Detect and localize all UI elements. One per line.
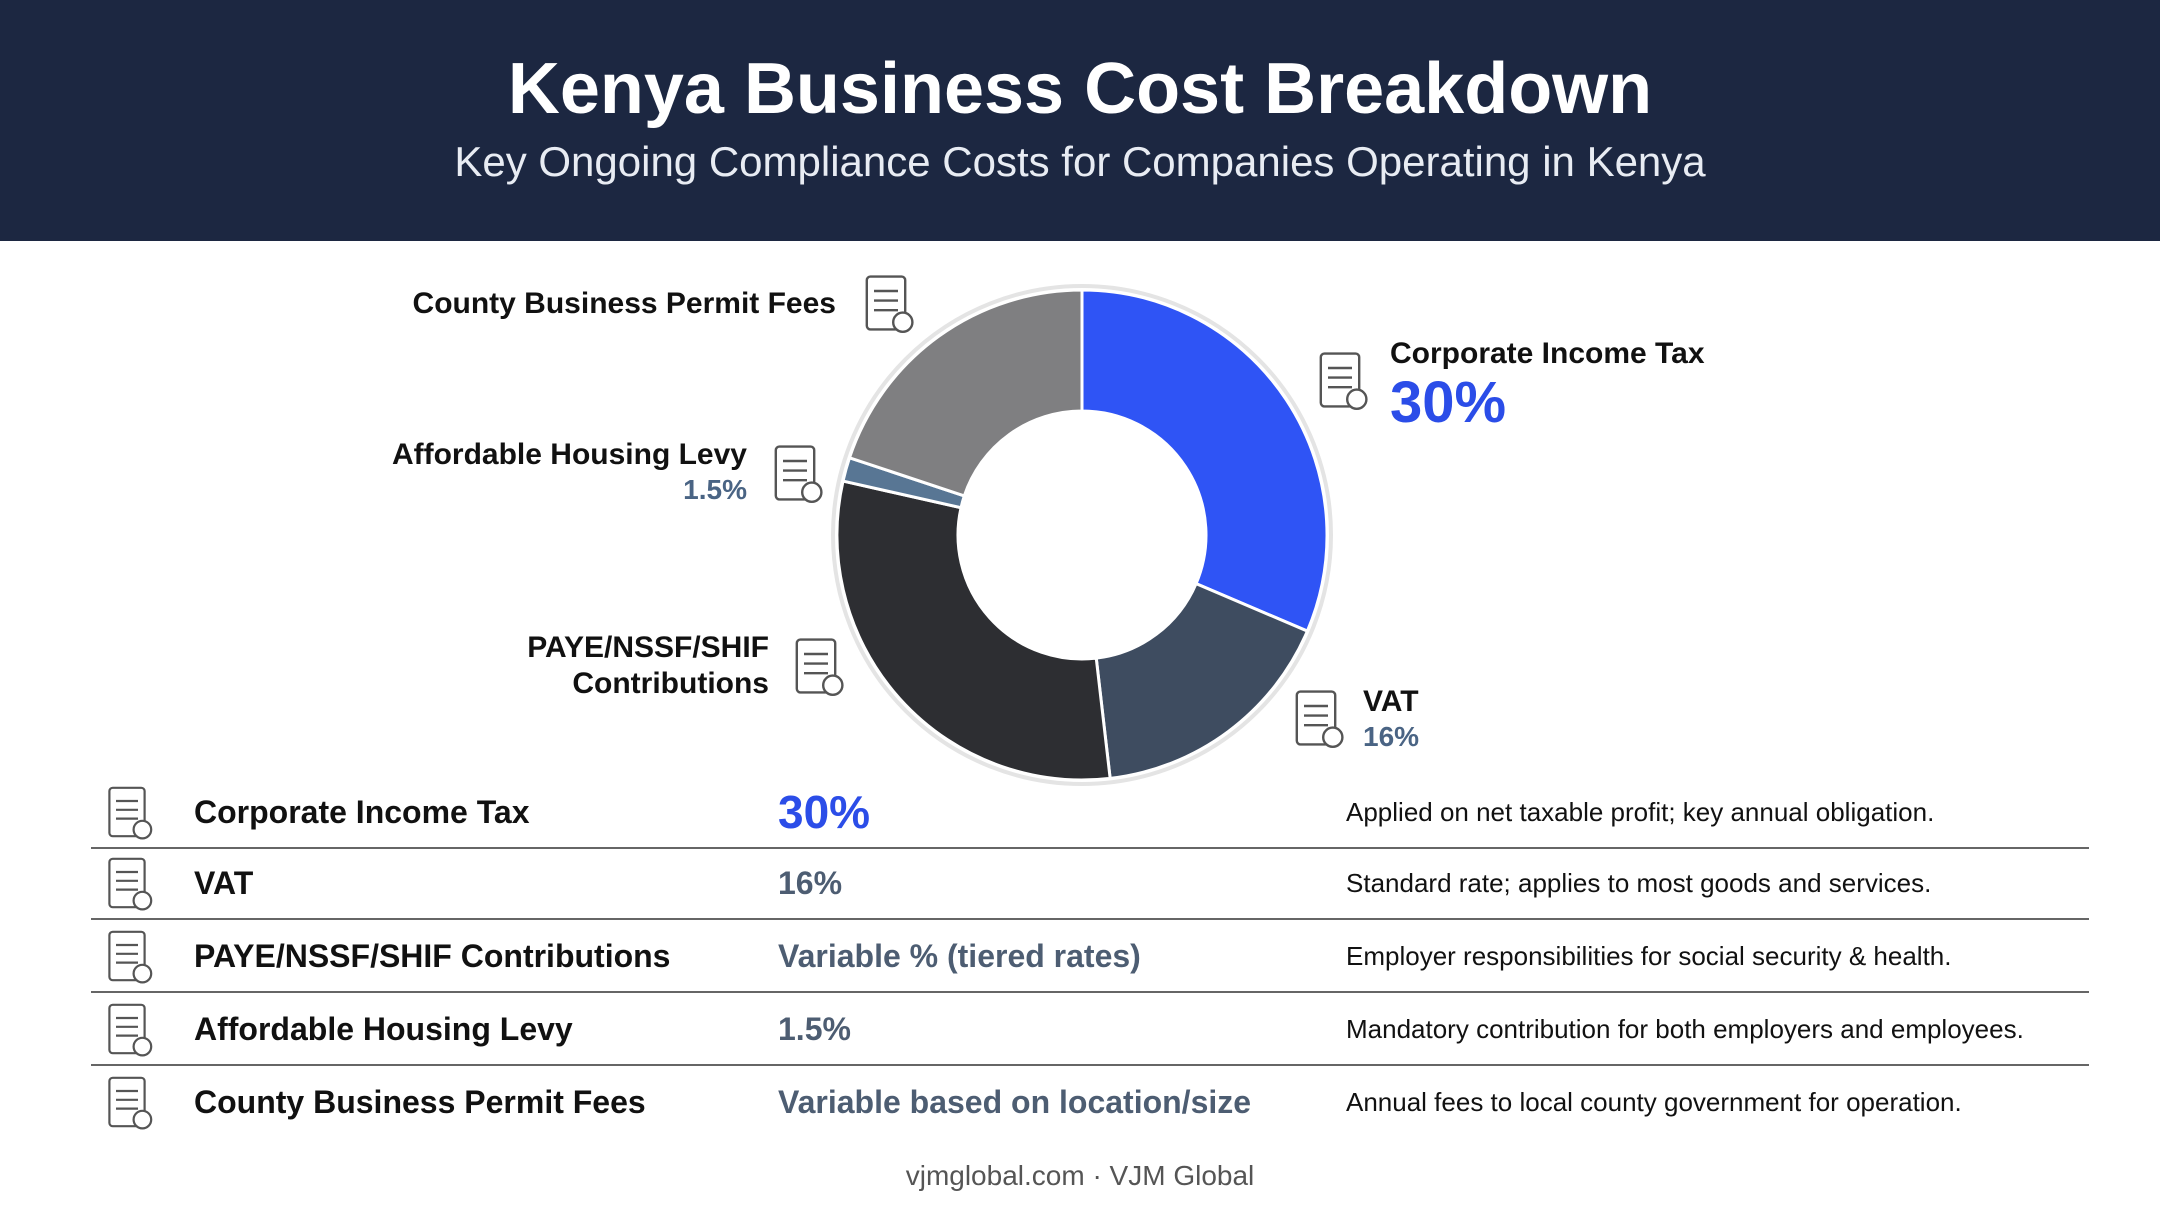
chart-label: PAYE/NSSF/SHIF Contributions [489, 630, 769, 702]
row-description: Employer responsibilities for social sec… [1346, 941, 1952, 971]
pie-slice [835, 479, 1112, 782]
icon-badge [1322, 726, 1344, 749]
icon-body [865, 275, 907, 331]
icon-badge [892, 311, 914, 334]
row-description: Annual fees to local county government f… [1346, 1087, 1962, 1117]
value-label: 30% [1390, 370, 1507, 435]
row-value: Variable % (tiered rates) [778, 938, 1141, 974]
footer: vjmglobal.com · VJM Global [905, 1160, 1255, 1191]
pie-slice [847, 288, 1084, 498]
chart-label: County Business Permit Fees [413, 286, 836, 322]
value-label: 1.5% [683, 474, 747, 505]
icon-badge [1346, 388, 1368, 411]
icon [108, 1076, 153, 1130]
category-label: County Business Permit Fees [412, 287, 836, 320]
category-label: PAYE/NSSF/SHIF Contributions [527, 631, 769, 700]
icon-body [1295, 690, 1337, 746]
icon [1295, 690, 1344, 749]
row-name: VAT [194, 865, 254, 901]
icon-body [108, 1076, 146, 1128]
icon-badge [132, 1109, 153, 1130]
subtitle: Key Ongoing Compliance Costs for Compani… [454, 138, 1706, 185]
value-label: 16% [1363, 721, 1420, 752]
icon-body [108, 786, 146, 838]
row-value: 30% [778, 786, 871, 838]
row-description: Mandatory contribution for both employer… [1346, 1014, 2024, 1044]
icon [774, 445, 823, 504]
category-label: Affordable Housing Levy [391, 438, 747, 471]
icon [795, 638, 844, 697]
icon-body [774, 445, 816, 501]
icon-body [108, 1003, 146, 1055]
icon [108, 1003, 153, 1057]
pie-slice [1094, 581, 1310, 781]
pie-slice [1080, 288, 1329, 634]
row-value: 1.5% [778, 1011, 851, 1047]
icon-body [108, 857, 146, 909]
row-name: County Business Permit Fees [194, 1084, 646, 1120]
category-label: VAT [1363, 685, 1419, 718]
icon-badge [801, 481, 823, 504]
icon [108, 786, 153, 840]
row-value: 16% [778, 865, 843, 901]
category-label: Corporate Income Tax [1390, 337, 1705, 370]
icon [1319, 352, 1368, 411]
icon-body [795, 638, 837, 694]
icon [865, 275, 914, 334]
icon-body [1319, 352, 1361, 408]
icon-badge [132, 1036, 153, 1057]
icon [108, 857, 153, 911]
title: Kenya Business Cost Breakdown [507, 49, 1653, 129]
row-value: Variable based on location/size [778, 1084, 1252, 1120]
header: Kenya Business Cost Breakdown Key Ongoin… [0, 0, 2160, 241]
icon-badge [822, 674, 844, 697]
donut-shadow [831, 284, 1333, 786]
icon-badge [132, 963, 153, 984]
row-name: PAYE/NSSF/SHIF Contributions [194, 938, 671, 974]
icon-badge [132, 890, 153, 911]
chart-label: Affordable Housing Levy 1.5% [392, 437, 747, 507]
row-name: Affordable Housing Levy [194, 1011, 573, 1047]
chart-label: VAT 16% [1363, 684, 1419, 754]
row-name: Corporate Income Tax [194, 794, 530, 830]
icon-badge [132, 819, 153, 840]
row-description: Applied on net taxable profit; key annua… [1346, 797, 1935, 827]
row-description: Standard rate; applies to most goods and… [1346, 868, 1932, 898]
icon [108, 930, 153, 984]
chart-label: Corporate Income Tax 30% [1390, 336, 1705, 434]
icon-body [108, 930, 146, 982]
